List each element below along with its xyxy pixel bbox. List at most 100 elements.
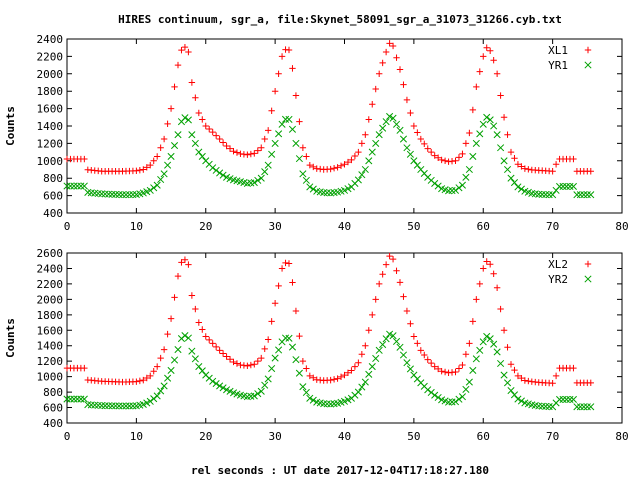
data-point (334, 164, 341, 171)
data-point (199, 326, 206, 333)
data-point (164, 374, 172, 382)
data-point (219, 350, 227, 357)
data-point (583, 191, 591, 199)
data-point (448, 187, 456, 195)
data-point (358, 171, 366, 179)
data-point (247, 361, 255, 369)
data-point (465, 165, 473, 174)
data-point (258, 144, 265, 151)
data-point (507, 174, 515, 182)
data-point (337, 162, 345, 170)
data-point (379, 124, 387, 132)
data-point (133, 378, 140, 385)
data-point (302, 176, 310, 184)
data-point (549, 191, 557, 199)
data-point (254, 147, 261, 154)
data-point (545, 191, 553, 199)
y-tick-label: 1600 (37, 103, 64, 116)
data-point (87, 401, 95, 409)
data-point (219, 171, 227, 179)
data-point (160, 346, 168, 353)
data-point (406, 150, 414, 158)
data-point (98, 402, 106, 410)
data-point (500, 157, 508, 165)
y-tick-label: 2400 (37, 33, 64, 46)
data-point (462, 140, 470, 147)
data-point (362, 342, 369, 349)
data-point (199, 116, 206, 123)
data-point (212, 343, 220, 351)
data-point (261, 135, 268, 143)
legend-marker (584, 260, 592, 268)
data-point (164, 120, 171, 128)
data-point (559, 182, 567, 191)
data-point (389, 255, 397, 263)
data-point (434, 154, 442, 161)
data-point (174, 131, 182, 139)
data-point (403, 307, 411, 315)
data-point (459, 150, 466, 158)
data-point (372, 296, 379, 303)
data-point (382, 48, 390, 56)
data-point (542, 402, 550, 410)
data-point (472, 355, 480, 363)
data-point (392, 120, 401, 128)
data-point (153, 392, 161, 400)
data-point (486, 47, 494, 55)
data-point (417, 135, 425, 143)
data-point (507, 148, 515, 156)
legend-marker (584, 61, 592, 69)
data-point (566, 395, 574, 403)
y-axis-label: Counts (4, 318, 17, 358)
y-tick-label: 1800 (37, 85, 64, 98)
y-tick-label: 2200 (37, 50, 64, 63)
data-point (476, 346, 484, 354)
data-point (486, 116, 494, 124)
data-point (271, 139, 279, 147)
data-point (202, 122, 209, 130)
data-point (216, 169, 224, 177)
data-point (164, 330, 171, 338)
data-point (406, 365, 414, 373)
data-point (504, 131, 511, 138)
data-point (386, 330, 394, 338)
data-point (209, 340, 216, 347)
data-point (396, 279, 404, 286)
x-tick-label: 0 (64, 220, 71, 233)
data-point (296, 118, 303, 125)
data-point (340, 397, 349, 405)
data-point (400, 81, 407, 88)
data-point (452, 368, 459, 376)
data-point (518, 163, 525, 170)
data-point (473, 83, 480, 91)
data-point (379, 271, 386, 278)
data-point (483, 44, 490, 51)
data-point (223, 386, 231, 394)
data-point (118, 191, 127, 199)
data-point (417, 347, 425, 354)
data-point (264, 336, 272, 343)
data-point (206, 125, 213, 133)
x-tick-label: 10 (130, 220, 143, 233)
data-point (455, 154, 463, 161)
data-point (288, 343, 297, 351)
data-point (424, 386, 432, 394)
data-point (396, 343, 404, 351)
data-point (80, 395, 88, 403)
data-point (157, 354, 164, 362)
x-tick-label: 60 (477, 430, 490, 443)
data-point (143, 374, 150, 382)
data-point (212, 166, 220, 174)
data-point (261, 381, 269, 389)
data-point (455, 184, 463, 192)
data-point (192, 305, 199, 313)
x-tick-label: 80 (615, 220, 628, 233)
data-point (493, 70, 501, 77)
data-point (73, 395, 81, 403)
data-point (510, 391, 519, 399)
data-point (330, 376, 338, 383)
data-point (431, 152, 438, 159)
y-tick-label: 2200 (37, 278, 64, 291)
data-point (278, 120, 286, 128)
data-point (521, 165, 529, 172)
